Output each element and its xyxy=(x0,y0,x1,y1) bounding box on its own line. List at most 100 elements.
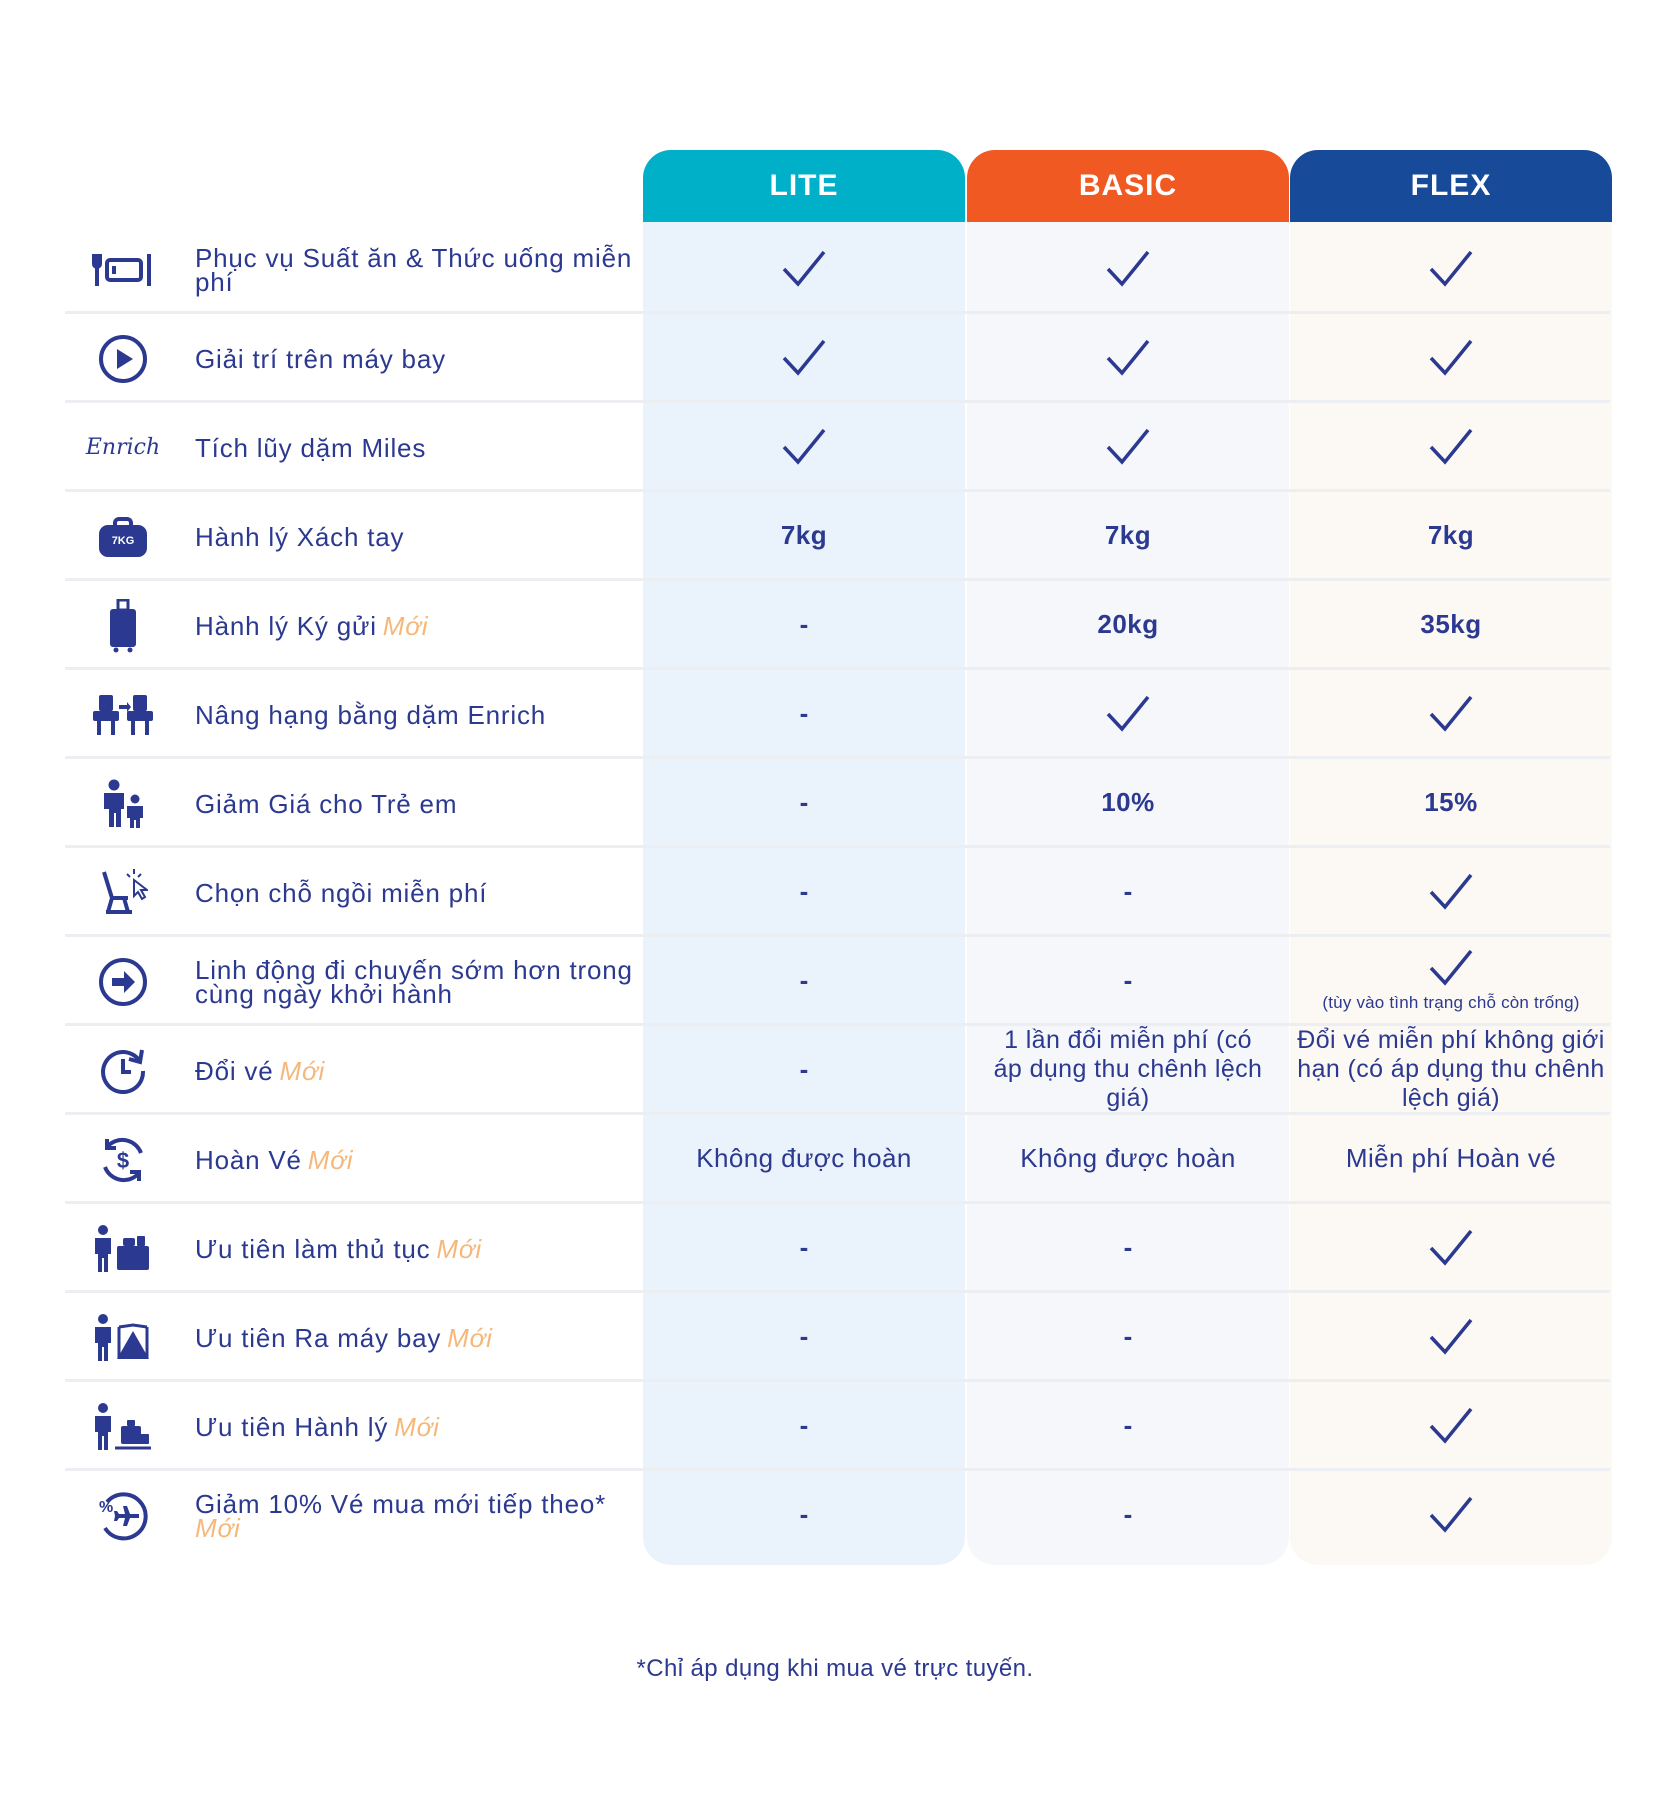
clock-refresh-icon xyxy=(87,1042,159,1100)
new-badge: Mới xyxy=(195,1512,241,1543)
row-label: Ưu tiên Hành lý Mới xyxy=(195,1411,440,1442)
table-row: Hành lý Ký gửi Mới - 20kg 35kg xyxy=(65,581,1610,670)
table-row: Giảm Giá cho Trẻ em - 10% 15% xyxy=(65,759,1610,848)
carry-on-bag-icon: 7KG xyxy=(87,508,159,566)
check-icon xyxy=(782,250,826,287)
row-label: Đổi vé Mới xyxy=(195,1055,326,1086)
check-icon xyxy=(1106,250,1150,287)
tier-header-flex: FLEX xyxy=(1290,150,1612,222)
lite-cell: - xyxy=(799,875,809,906)
table-row: % Giảm 10% Vé mua mới tiếp theo* Mới - - xyxy=(65,1471,1610,1560)
discount-plane-icon: % xyxy=(87,1487,159,1545)
check-icon xyxy=(782,428,826,465)
basic-cell: Không được hoàn xyxy=(1020,1142,1236,1173)
flex-cell xyxy=(1290,1471,1612,1557)
arrow-circle-icon xyxy=(87,953,159,1011)
flex-cell xyxy=(1290,403,1612,489)
check-icon xyxy=(1429,250,1473,287)
flex-cell xyxy=(1290,1204,1612,1290)
row-label: Phục vụ Suất ăn & Thức uống miễn phí xyxy=(195,242,633,297)
availability-note: (tùy vào tình trạng chỗ còn trống) xyxy=(1322,993,1580,1012)
lite-cell xyxy=(643,314,965,400)
check-icon xyxy=(1429,1318,1473,1355)
basic-cell: - xyxy=(1123,1498,1133,1529)
new-badge: Mới xyxy=(279,1055,326,1086)
row-label: Nâng hạng bằng dặm Enrich xyxy=(195,699,547,730)
svg-text:%: % xyxy=(99,1499,113,1516)
new-badge: Mới xyxy=(447,1322,493,1353)
row-label: Chọn chỗ ngồi miễn phí xyxy=(195,877,488,908)
tier-header-basic: BASIC xyxy=(967,150,1289,222)
table-row: Phục vụ Suất ăn & Thức uống miễn phí xyxy=(65,225,1610,314)
table-row: Linh động đi chuyến sớm hơn trong cùng n… xyxy=(65,937,1610,1026)
basic-cell: 20kg xyxy=(1097,608,1159,639)
flex-cell xyxy=(1290,848,1612,934)
row-divider xyxy=(65,1201,1610,1204)
lite-cell: - xyxy=(799,1320,809,1351)
lite-cell: - xyxy=(799,964,809,995)
new-badge: Mới xyxy=(436,1233,482,1264)
row-label: Tích lũy dặm Miles xyxy=(195,432,427,463)
check-icon xyxy=(1106,695,1150,732)
lite-cell xyxy=(643,225,965,311)
check-icon xyxy=(1429,1229,1473,1266)
row-label: Ưu tiên làm thủ tục Mới xyxy=(195,1233,482,1264)
row-divider xyxy=(65,845,1610,848)
basic-cell: - xyxy=(1123,1231,1133,1262)
lite-cell: - xyxy=(799,608,809,639)
basic-cell xyxy=(967,314,1289,400)
flex-cell xyxy=(1290,225,1612,311)
new-badge: Mới xyxy=(307,1144,354,1175)
flex-cell: 7kg xyxy=(1427,519,1475,550)
flex-cell: (tùy vào tình trạng chỗ còn trống) xyxy=(1290,937,1612,1023)
lite-cell: - xyxy=(799,786,809,817)
basic-cell: 10% xyxy=(1101,786,1155,817)
footnote: *Chỉ áp dụng khi mua vé trực tuyến. xyxy=(636,1655,1034,1682)
check-icon xyxy=(1429,949,1473,986)
tier-header-lite: LITE xyxy=(643,150,965,222)
lite-cell: - xyxy=(799,1231,809,1262)
check-icon xyxy=(1429,1496,1473,1533)
row-divider xyxy=(65,1112,1610,1115)
flex-cell: 15% xyxy=(1424,786,1478,817)
table-row: Ưu tiên Hành lý Mới - - xyxy=(65,1382,1610,1471)
lite-cell xyxy=(643,403,965,489)
basic-cell: - xyxy=(1123,1409,1133,1440)
flex-column-background xyxy=(1290,150,1612,1565)
refund-icon: $ xyxy=(87,1131,159,1189)
flex-cell: 35kg xyxy=(1420,608,1482,639)
row-divider xyxy=(65,578,1610,581)
table-row: Enrich Tích lũy dặm Miles xyxy=(65,403,1610,492)
row-divider xyxy=(65,756,1610,759)
flex-cell: Miễn phí Hoàn vé xyxy=(1345,1142,1557,1173)
check-icon xyxy=(1106,339,1150,376)
basic-column-background xyxy=(967,150,1289,1565)
row-divider xyxy=(65,1023,1610,1026)
check-icon xyxy=(1429,339,1473,376)
row-label: Hành lý Ký gửi Mới xyxy=(195,610,429,641)
table-row: Giải trí trên máy bay xyxy=(65,314,1610,403)
row-divider xyxy=(65,667,1610,670)
basic-cell xyxy=(967,403,1289,489)
table-row: Đổi vé Mới - 1 lần đổi miễn phí (có áp dụ… xyxy=(65,1026,1610,1115)
row-label: Linh động đi chuyến sớm hơn trong cùng n… xyxy=(195,954,633,1009)
row-label: Giảm Giá cho Trẻ em xyxy=(195,788,458,819)
row-divider xyxy=(65,400,1610,403)
check-icon xyxy=(782,339,826,376)
enrich-logo-icon: Enrich xyxy=(85,435,161,460)
flex-cell xyxy=(1290,670,1612,756)
table-row: Chọn chỗ ngồi miễn phí - - xyxy=(65,848,1610,937)
row-label: Giảm 10% Vé mua mới tiếp theo* Mới xyxy=(195,1491,645,1543)
table-row: Nâng hạng bằng dặm Enrich - xyxy=(65,670,1610,759)
check-icon xyxy=(1429,428,1473,465)
basic-cell: 1 lần đổi miễn phí (có áp dụng thu chênh… xyxy=(993,1025,1263,1112)
row-divider xyxy=(65,1290,1610,1293)
suitcase-icon xyxy=(87,597,159,655)
basic-cell: - xyxy=(1123,875,1133,906)
basic-cell: - xyxy=(1123,1320,1133,1351)
lite-cell: - xyxy=(799,697,809,728)
table-row: $ Hoàn Vé Mới Không được hoàn Không được … xyxy=(65,1115,1610,1204)
check-icon xyxy=(1429,695,1473,732)
row-label: Giải trí trên máy bay xyxy=(195,343,446,374)
priority-checkin-icon xyxy=(87,1220,159,1278)
